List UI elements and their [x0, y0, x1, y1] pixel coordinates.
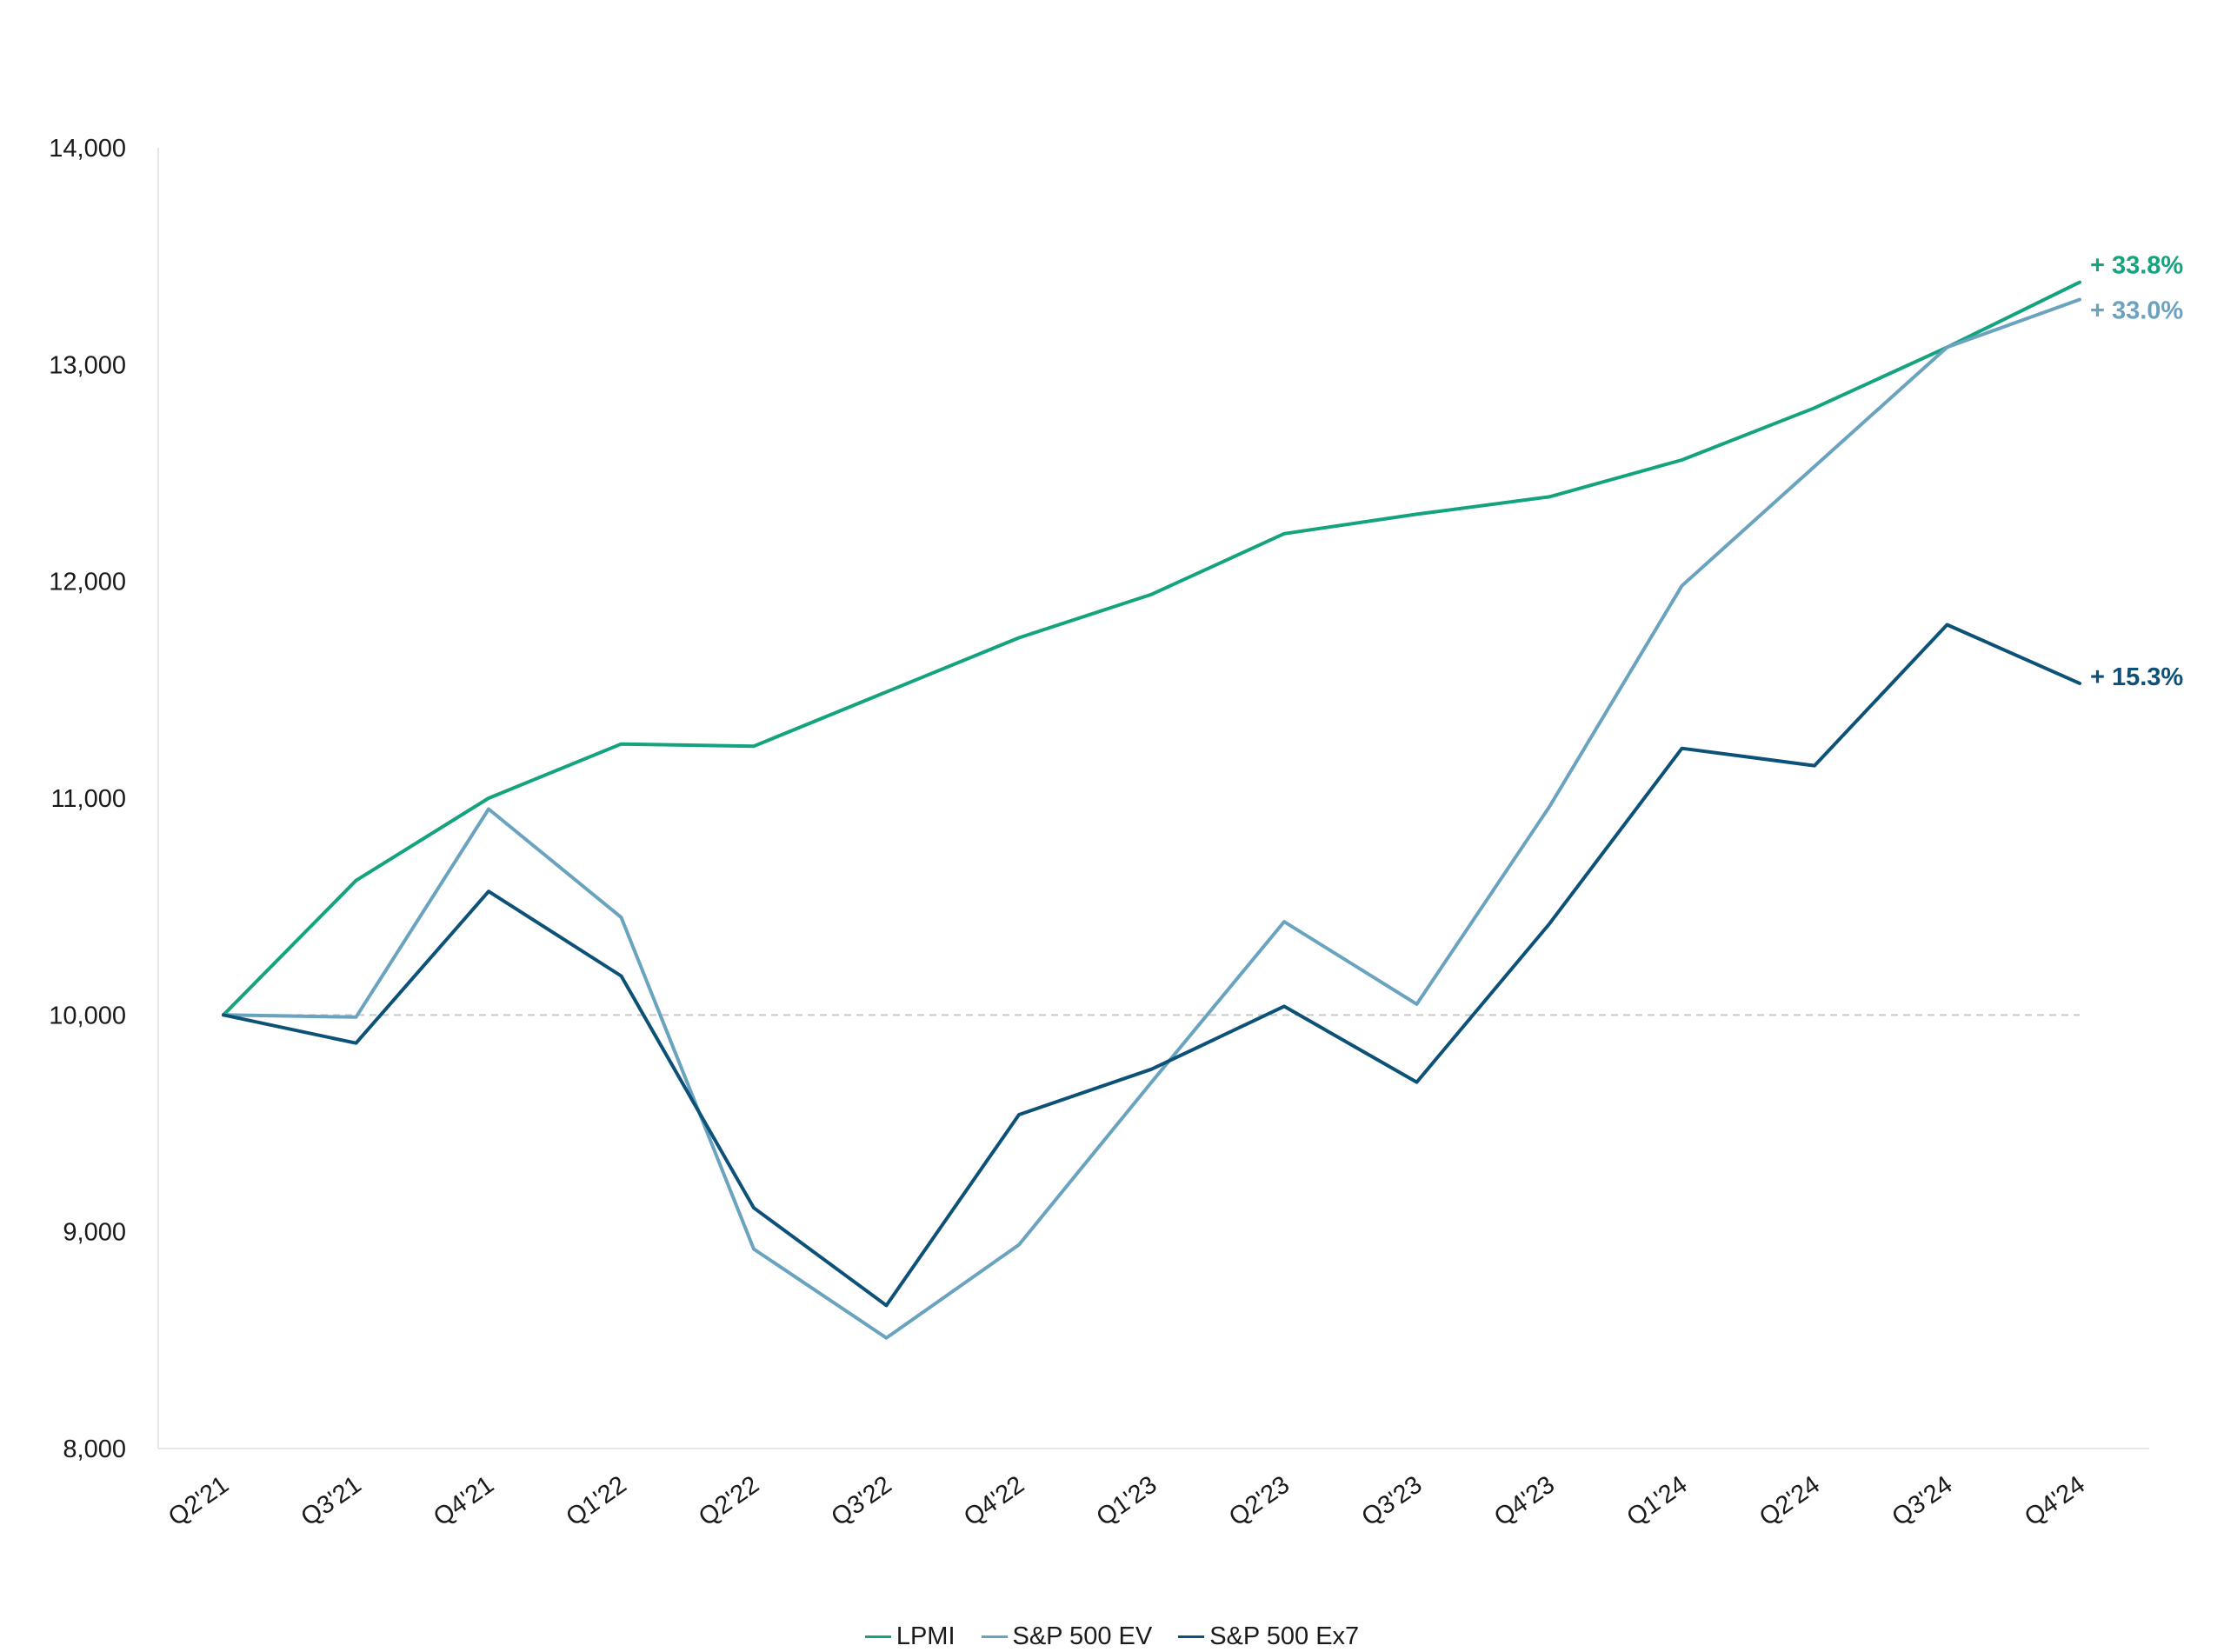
- x-tick-label: Q4'21: [429, 1471, 499, 1532]
- x-tick-label: Q3'22: [827, 1471, 897, 1532]
- y-tick-label: 14,000: [49, 135, 126, 163]
- x-tick-label: Q2'24: [1755, 1471, 1825, 1532]
- legend: LPMI S&P 500 EV S&P 500 Ex7: [0, 1622, 2224, 1651]
- end-value-label: + 33.8%: [2090, 252, 2183, 280]
- y-tick-label: 10,000: [49, 1002, 126, 1029]
- legend-item-lpmi: LPMI: [864, 1622, 956, 1651]
- y-tick-label: 8,000: [63, 1436, 126, 1463]
- x-tick-label: Q1'22: [562, 1471, 632, 1532]
- x-tick-label: Q3'23: [1357, 1471, 1428, 1532]
- y-tick-label: 11,000: [50, 785, 126, 813]
- y-tick-label: 12,000: [49, 569, 126, 596]
- x-tick-label: Q1'23: [1092, 1471, 1162, 1532]
- legend-item-sp500-ex7: S&P 500 Ex7: [1178, 1622, 1359, 1651]
- x-tick-label: Q3'21: [296, 1471, 367, 1532]
- x-tick-label: Q4'23: [1489, 1471, 1560, 1532]
- legend-item-sp500-ev: S&P 500 EV: [981, 1622, 1153, 1651]
- legend-swatch-lpmi: [864, 1635, 891, 1638]
- series-lines: [222, 280, 2081, 1340]
- legend-swatch-sp500-ev: [981, 1635, 1008, 1638]
- end-value-label: + 15.3%: [2090, 663, 2183, 691]
- series-line: [222, 623, 2081, 1308]
- legend-label-sp500-ex7: S&P 500 Ex7: [1209, 1622, 1360, 1650]
- x-tick-label: Q3'24: [1888, 1471, 1958, 1532]
- legend-swatch-sp500-ex7: [1178, 1635, 1205, 1638]
- series-line: [222, 280, 2081, 1017]
- x-tick-label: Q2'22: [694, 1471, 764, 1532]
- y-tick-label: 9,000: [63, 1219, 126, 1247]
- x-tick-label: Q4'24: [2020, 1471, 2090, 1532]
- x-tick-label: Q2'21: [163, 1471, 234, 1532]
- y-tick-label: 13,000: [49, 351, 126, 379]
- end-value-label: + 33.0%: [2090, 297, 2183, 325]
- y-tick-labels: 8,000 9,000 10,000 11,000 12,000 13,000 14,000: [49, 135, 126, 1463]
- x-tick-label: Q2'23: [1224, 1471, 1295, 1532]
- legend-label-lpmi: LPMI: [896, 1622, 956, 1650]
- x-tick-label: Q1'24: [1622, 1471, 1693, 1532]
- series-line: [222, 297, 2081, 1340]
- legend-label-sp500-ev: S&P 500 EV: [1012, 1622, 1153, 1650]
- end-labels: + 33.8% + 33.0% + 15.3%: [2090, 252, 2183, 691]
- x-tick-label: Q4'22: [959, 1471, 1029, 1532]
- x-tick-labels: Q2'21 Q3'21 Q4'21 Q1'22 Q2'22 Q3'22 Q4'22 Q1'23…: [163, 1471, 2090, 1532]
